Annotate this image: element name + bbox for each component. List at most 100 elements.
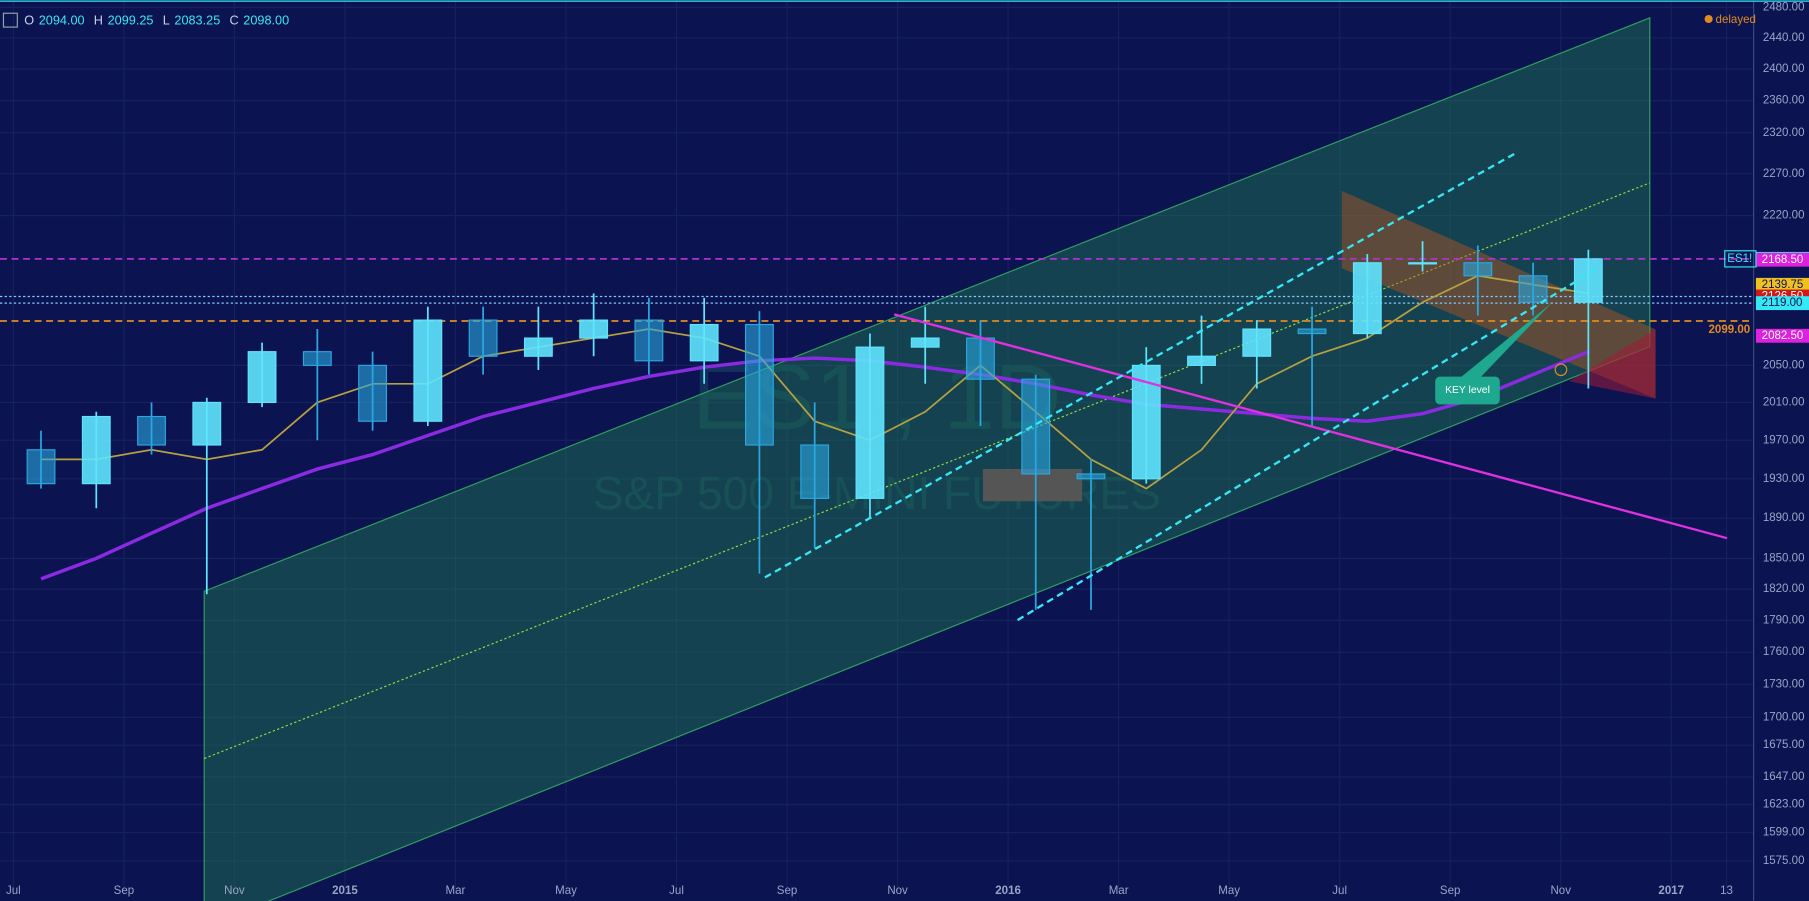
trend-line [1016, 267, 1599, 622]
x-tick-label: Jul [669, 885, 684, 897]
price-label: 2082.50 [1762, 330, 1804, 342]
candle-body [413, 319, 443, 422]
y-tick-label: 1970.00 [1763, 434, 1805, 446]
price-label: 2168.50 [1762, 254, 1804, 266]
callout-pointer [1455, 302, 1552, 382]
y-tick-label: 1930.00 [1763, 473, 1805, 485]
y-tick-label: 1623.00 [1763, 799, 1805, 811]
candle-body [745, 323, 774, 446]
candle-body [1242, 328, 1272, 357]
y-tick-label: 2320.00 [1763, 127, 1805, 139]
x-tick-label: Nov [1550, 885, 1571, 897]
header-key: H [94, 14, 103, 28]
x-tick-label: Sep [1440, 885, 1461, 897]
price-label: 2139.75 [1762, 279, 1804, 291]
y-tick-label: 2010.00 [1763, 396, 1805, 408]
y-tick-label: 1820.00 [1763, 583, 1805, 595]
moving-average [40, 350, 1590, 581]
x-tick-label: Nov [887, 885, 908, 897]
trend-line [764, 150, 1519, 579]
x-tick-label: Sep [777, 885, 798, 897]
y-tick-label: 2270.00 [1763, 168, 1805, 180]
candle-body [26, 449, 56, 485]
y-tick-label: 2400.00 [1763, 63, 1805, 75]
candle-body [1518, 275, 1548, 303]
y-tick-label: 1890.00 [1763, 512, 1805, 524]
candle-body [689, 323, 719, 362]
expand-button[interactable] [2, 12, 18, 28]
candle-body [855, 346, 885, 499]
x-tick-label: Mar [446, 885, 466, 897]
x-tick-label: May [1218, 885, 1240, 897]
header-key: O [24, 14, 34, 28]
candle-body [800, 444, 830, 499]
y-tick-label: 1790.00 [1763, 614, 1805, 626]
plot [26, 241, 1603, 610]
x-tick-label: 2015 [332, 885, 358, 897]
candle-body [468, 319, 498, 357]
candle-body [910, 337, 940, 348]
x-tick-label: 13 [1720, 885, 1733, 897]
candle-body [579, 319, 609, 339]
x-tick-label: May [555, 885, 577, 897]
candle-body [1297, 328, 1327, 335]
y-tick-label: 2220.00 [1763, 210, 1805, 222]
y-tick-label: 1647.00 [1763, 771, 1805, 783]
y-tick-label: 2360.00 [1763, 95, 1805, 107]
header-value: 2099.25 [108, 14, 154, 28]
ohlc-header: O 2094.00 H 2099.25 L 2083.25 C 2098.00 [24, 14, 289, 28]
price-label-bg [1755, 252, 1809, 267]
channel-midline [203, 182, 1651, 760]
symbol-tag-bg [1724, 250, 1757, 268]
y-tick-label: 2050.00 [1763, 359, 1805, 371]
candle-body [1187, 355, 1216, 366]
candle-body [523, 337, 553, 357]
trend-line [893, 313, 1728, 540]
candle-body [634, 319, 664, 362]
callout-text: KEY level [1445, 385, 1490, 396]
y-tick-label: 1730.00 [1763, 679, 1805, 691]
status-dot [1704, 14, 1713, 24]
candle-body [192, 401, 222, 446]
x-tick-label: 2016 [995, 885, 1021, 897]
candle-body [358, 364, 388, 422]
candle-body [1076, 473, 1106, 480]
marker [1554, 363, 1568, 377]
candle-body [81, 415, 111, 485]
header-value: 2083.25 [174, 14, 220, 28]
y-tick-label: 1700.00 [1763, 711, 1805, 723]
x-tick-label: 2017 [1658, 885, 1684, 897]
y-tick-label: 1675.00 [1763, 739, 1805, 751]
header-key: L [163, 14, 170, 28]
price-label-bg [1755, 296, 1809, 311]
header-key: C [229, 14, 238, 28]
header-value: 2094.00 [39, 14, 85, 28]
x-tick-label: Nov [224, 885, 245, 897]
price-label: 2119.00 [1762, 297, 1803, 309]
candle-body [1573, 258, 1603, 303]
candle-body [1021, 378, 1051, 475]
price-label-bg [1755, 277, 1809, 292]
x-tick-label: Sep [114, 885, 135, 897]
candle-body [1408, 262, 1437, 265]
y-tick-label: 1575.00 [1763, 855, 1805, 867]
candle-body [302, 351, 332, 366]
candle-body [1352, 262, 1382, 335]
price-label: 2099.00 [1709, 324, 1751, 336]
header-value: 2098.00 [243, 14, 289, 28]
wedge [1341, 190, 1656, 399]
price-label-bg [1755, 328, 1809, 343]
candle-body [966, 337, 995, 380]
x-tick-label: Jul [1332, 885, 1347, 897]
y-tick-label: 1850.00 [1763, 552, 1805, 564]
y-tick-label: 2440.00 [1763, 32, 1805, 44]
symbol-tag: ES1! [1727, 253, 1752, 265]
status: delayed [1716, 14, 1756, 26]
candle-body [137, 415, 166, 446]
y-tick-label: 2480.00 [1763, 1, 1805, 13]
price-scale [1753, 0, 1809, 901]
y-tick-label: 1599.00 [1763, 827, 1805, 839]
x-tick-label: Mar [1109, 885, 1129, 897]
